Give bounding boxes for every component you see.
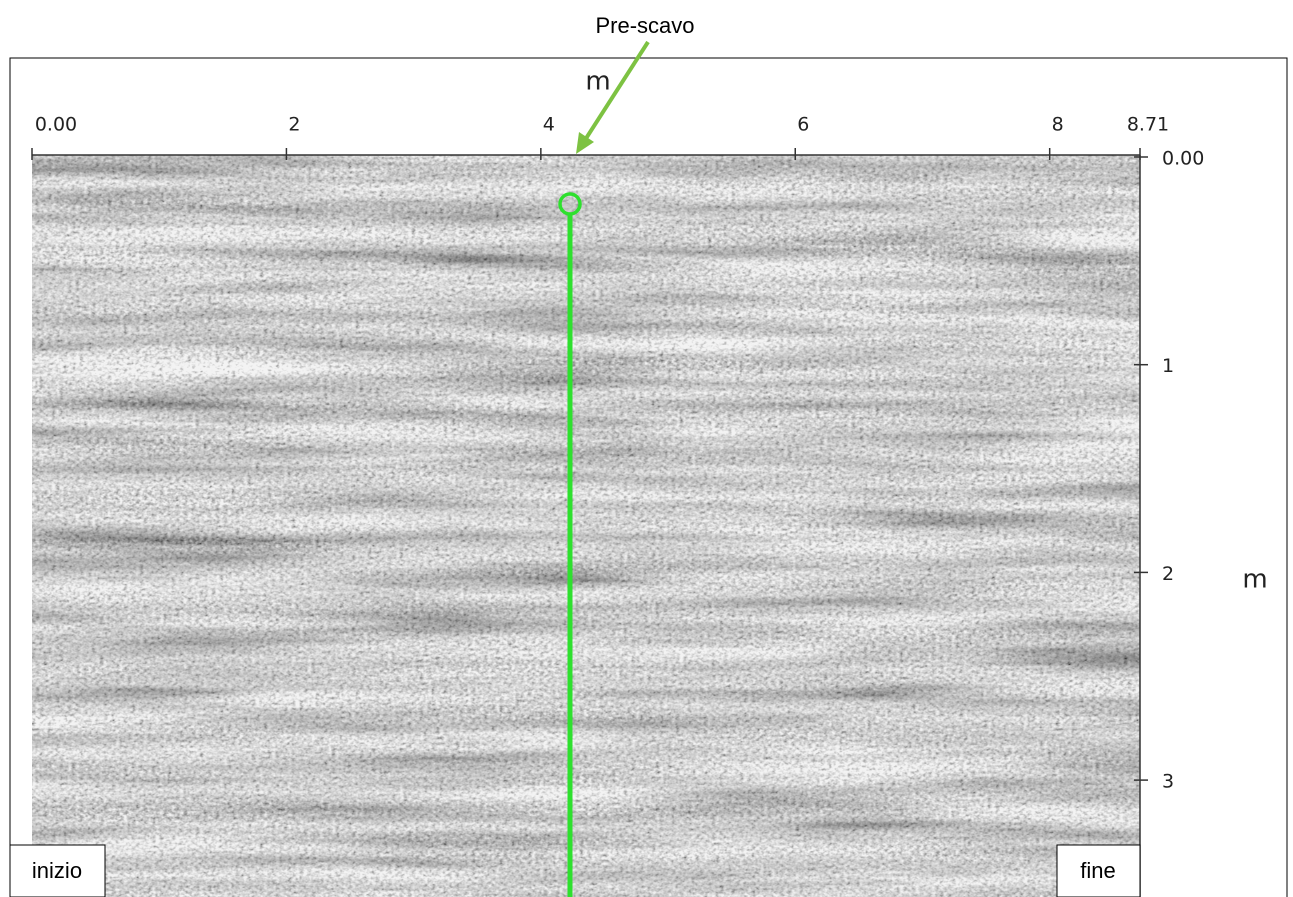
y-tick-label: 0.00 — [1162, 148, 1204, 170]
y-tick-label: 1 — [1162, 355, 1174, 377]
x-tick-label: 2 — [288, 114, 300, 136]
annotation-arrowhead — [576, 132, 594, 154]
end-box — [1056, 844, 1141, 897]
x-tick-label: 8.71 — [1127, 114, 1169, 136]
x-tick-label: 0.00 — [35, 114, 77, 136]
y-axis-label: m — [1242, 565, 1267, 595]
end-label: fine — [1080, 858, 1115, 883]
radargram-image — [32, 155, 1140, 897]
start-box — [9, 844, 106, 897]
x-tick-label: 6 — [797, 114, 809, 136]
annotation-arrow — [583, 40, 650, 142]
start-label: inizio — [32, 858, 82, 883]
y-tick-label: 3 — [1162, 771, 1174, 793]
x-axis-label: m — [585, 67, 610, 97]
x-tick-label: 8 — [1052, 114, 1064, 136]
annotation: Pre-scavo — [595, 13, 694, 38]
y-tick-label: 2 — [1162, 563, 1174, 585]
scan-position-marker — [558, 192, 582, 216]
x-tick-label: 4 — [543, 114, 555, 136]
